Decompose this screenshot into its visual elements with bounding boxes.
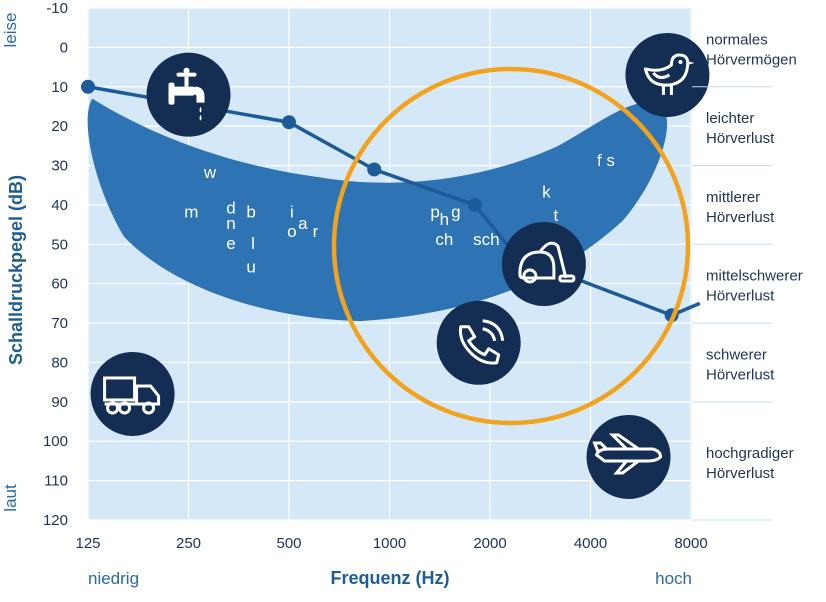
phoneme-label: b <box>246 202 255 221</box>
hearing-band-line: leichter <box>706 110 754 127</box>
y-tick-labels: -10 0 10 20 30 40 50 60 70 80 90 100 110 120 <box>43 0 68 529</box>
y-tick-label: 30 <box>51 158 68 175</box>
x-high-end-label: hoch <box>655 569 692 588</box>
hearing-band-label: mittelschwerer Hörverlust <box>706 268 803 305</box>
y-tick-label: 10 <box>51 79 68 96</box>
hearing-band-line: schwerer <box>706 346 767 363</box>
phoneme-label: g <box>451 202 460 221</box>
highlight-circle <box>331 66 691 426</box>
y-tick-label: -10 <box>46 0 68 17</box>
hearing-band-label: schwerer Hörverlust <box>706 346 775 383</box>
y-tick-label: 20 <box>51 118 68 135</box>
phoneme-label: l <box>251 234 255 253</box>
x-tick-labels: 125 250 500 1000 2000 4000 8000 <box>75 535 707 552</box>
hearing-band-line: Hörverlust <box>706 209 775 226</box>
hearing-band-labels: normalesHörvermögenleichterHörverlustmit… <box>692 31 803 521</box>
bird-icon <box>625 32 710 117</box>
x-tick-label: 4000 <box>574 535 607 552</box>
y-tick-label: 100 <box>43 433 68 450</box>
y-tick-label: 80 <box>51 354 68 371</box>
data-point <box>467 197 482 212</box>
airplane-icon <box>586 414 671 499</box>
vacuum-cleaner-icon <box>501 222 586 306</box>
phoneme-label: f s <box>597 151 615 170</box>
x-low-end-label: niedrig <box>88 569 139 588</box>
phoneme-label: w <box>203 163 217 182</box>
x-axis-label: Frequenz (Hz) <box>331 568 450 588</box>
y-tick-label: 60 <box>51 276 68 293</box>
phoneme-label: r <box>313 222 319 241</box>
x-tick-label: 125 <box>75 535 100 552</box>
phoneme-label: sch <box>473 230 499 249</box>
data-point <box>81 79 95 94</box>
phoneme-label: p <box>430 202 439 221</box>
hearing-band-label: normales Hörvermögen <box>706 31 797 68</box>
data-point <box>367 162 382 177</box>
hearing-band-line: Hörverlust <box>706 366 775 383</box>
x-tick-label: 500 <box>276 535 301 552</box>
phoneme-label: m <box>184 202 198 221</box>
hearing-band-line: hochgradiger <box>706 445 794 462</box>
phoneme-label: e <box>226 234 235 253</box>
data-point <box>282 115 296 130</box>
phone-icon <box>436 300 521 385</box>
x-tick-label: 1000 <box>373 535 406 552</box>
x-tick-label: 8000 <box>674 535 707 552</box>
hearing-band-label: leichter Hörverlust <box>706 110 775 147</box>
phoneme-label: d <box>226 198 235 217</box>
hearing-band-label: hochgradiger Hörverlust <box>706 445 794 482</box>
phoneme-label: o <box>287 222 296 241</box>
hearing-band-line: Hörverlust <box>706 288 775 305</box>
hearing-band-line: normales <box>706 31 768 48</box>
hearing-band-label: mittlerer Hörverlust <box>706 189 775 226</box>
phoneme-label: a <box>298 214 308 233</box>
truck-icon <box>90 351 175 436</box>
phoneme-label: k <box>542 183 551 202</box>
y-tick-label: 40 <box>51 197 68 214</box>
phoneme-label: i <box>290 202 294 221</box>
phoneme-label: h <box>440 210 449 229</box>
y-tick-label: 110 <box>44 473 68 490</box>
y-tick-label: 50 <box>51 236 68 253</box>
hearing-band-line: mittlerer <box>706 189 760 206</box>
y-tick-label: 120 <box>43 512 68 529</box>
sound-icons <box>90 32 710 499</box>
hearing-band-line: Hörverlust <box>706 465 775 482</box>
y-bottom-end-label: laut <box>1 484 20 512</box>
phoneme-label: n <box>226 214 235 233</box>
hearing-band-line: mittelschwerer <box>706 268 803 285</box>
y-tick-label: 0 <box>60 39 68 56</box>
y-top-end-label: leise <box>1 13 20 48</box>
phoneme-label: t <box>553 206 558 225</box>
y-axis-label: Schalldruckpegel (dB) <box>6 175 26 365</box>
y-tick-label: 70 <box>51 315 68 332</box>
hearing-band-line: Hörvermögen <box>706 51 797 68</box>
y-tick-label: 90 <box>51 394 68 411</box>
x-tick-label: 2000 <box>473 535 506 552</box>
phoneme-label: u <box>246 257 255 276</box>
hearing-band-line: Hörverlust <box>706 130 775 147</box>
faucet-icon <box>146 52 231 137</box>
phoneme-label: ch <box>435 230 453 249</box>
x-tick-label: 250 <box>176 535 201 552</box>
